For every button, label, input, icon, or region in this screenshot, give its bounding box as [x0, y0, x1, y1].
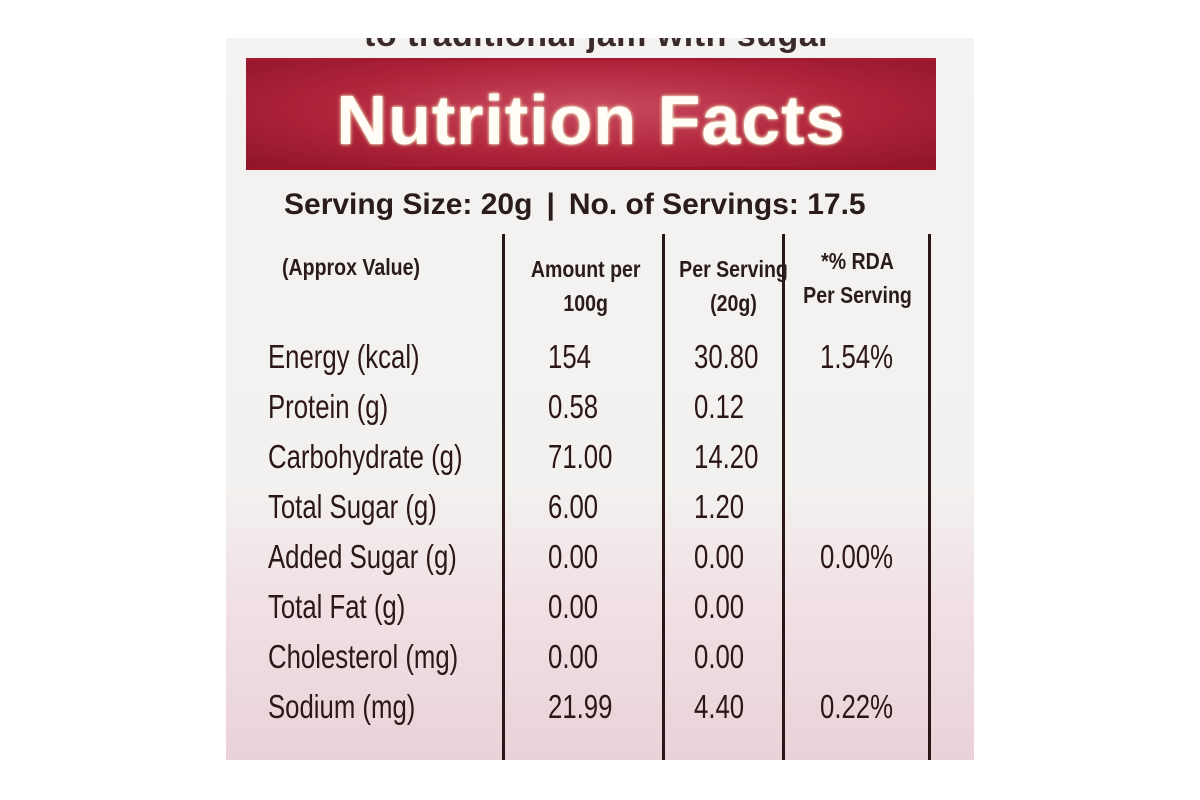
rda-percent: 1.54% [820, 338, 893, 375]
header-per-serving-line2: (20g) [710, 290, 757, 316]
cropped-top-text: to traditional jam with sugar [364, 38, 832, 55]
amount-per-serving: 1.20 [694, 488, 745, 525]
servings-count: No. of Servings: 17.5 [568, 188, 866, 221]
table-row: Cholesterol (mg) 0.00 0.00 [226, 638, 974, 688]
nutrient-name: Energy (kcal) [268, 338, 420, 375]
amount-per-serving: 14.20 [694, 438, 759, 475]
table-row: Added Sugar (g) 0.00 0.00 0.00% [226, 538, 974, 588]
header-amount-line1: Amount per [530, 256, 641, 282]
amount-per-serving: 0.00 [694, 638, 745, 675]
table-row: Total Sugar (g) 6.00 1.20 [226, 488, 974, 538]
column-divider [662, 234, 665, 760]
serving-info: Serving Size: 20g | No. of Servings: 17.5 [284, 188, 866, 222]
nutrient-name: Total Fat (g) [268, 588, 406, 625]
nutrient-name: Sodium (mg) [268, 688, 416, 725]
header-rda-line1: *% RDA [821, 248, 894, 274]
header-per-serving: Per Serving (20g) [674, 252, 793, 320]
column-divider [502, 234, 505, 760]
nutrition-facts-title: Nutrition Facts [336, 81, 846, 159]
header-rda: *% RDA Per Serving [798, 244, 917, 312]
serving-separator: | [546, 188, 555, 221]
table-row: Energy (kcal) 154 30.80 1.54% [226, 338, 974, 388]
amount-per-100g: 0.58 [548, 388, 599, 425]
column-divider [782, 234, 785, 760]
nutrient-name: Cholesterol (mg) [268, 638, 459, 675]
header-amount-line2: 100g [563, 290, 608, 316]
rda-percent: 0.00% [820, 538, 893, 575]
nutrient-name: Protein (g) [268, 388, 389, 425]
serving-size: Serving Size: 20g [284, 188, 533, 221]
amount-per-100g: 0.00 [548, 638, 599, 675]
amount-per-serving: 4.40 [694, 688, 745, 725]
nutrient-name: Total Sugar (g) [268, 488, 437, 525]
title-banner: Nutrition Facts [246, 58, 936, 170]
table-row: Sodium (mg) 21.99 4.40 0.22% [226, 688, 974, 738]
column-divider [928, 234, 931, 760]
amount-per-100g: 0.00 [548, 538, 599, 575]
header-amount-per-100g: Amount per 100g [516, 252, 655, 320]
amount-per-100g: 21.99 [548, 688, 613, 725]
header-per-serving-line1: Per Serving [679, 256, 788, 282]
amount-per-serving: 0.12 [694, 388, 745, 425]
amount-per-serving: 0.00 [694, 538, 745, 575]
nutrient-name: Added Sugar (g) [268, 538, 457, 575]
amount-per-serving: 0.00 [694, 588, 745, 625]
nutrient-name: Carbohydrate (g) [268, 438, 463, 475]
header-approx-value: (Approx Value) [282, 254, 420, 280]
rda-percent: 0.22% [820, 688, 893, 725]
nutrition-label: to traditional jam with sugar Nutrition … [226, 38, 974, 760]
table-row: Total Fat (g) 0.00 0.00 [226, 588, 974, 638]
amount-per-100g: 154 [548, 338, 591, 375]
header-rda-line2: Per Serving [803, 282, 912, 308]
amount-per-100g: 0.00 [548, 588, 599, 625]
amount-per-100g: 6.00 [548, 488, 599, 525]
amount-per-100g: 71.00 [548, 438, 613, 475]
table-row: Carbohydrate (g) 71.00 14.20 [226, 438, 974, 488]
table-row: Protein (g) 0.58 0.12 [226, 388, 974, 438]
amount-per-serving: 30.80 [694, 338, 759, 375]
